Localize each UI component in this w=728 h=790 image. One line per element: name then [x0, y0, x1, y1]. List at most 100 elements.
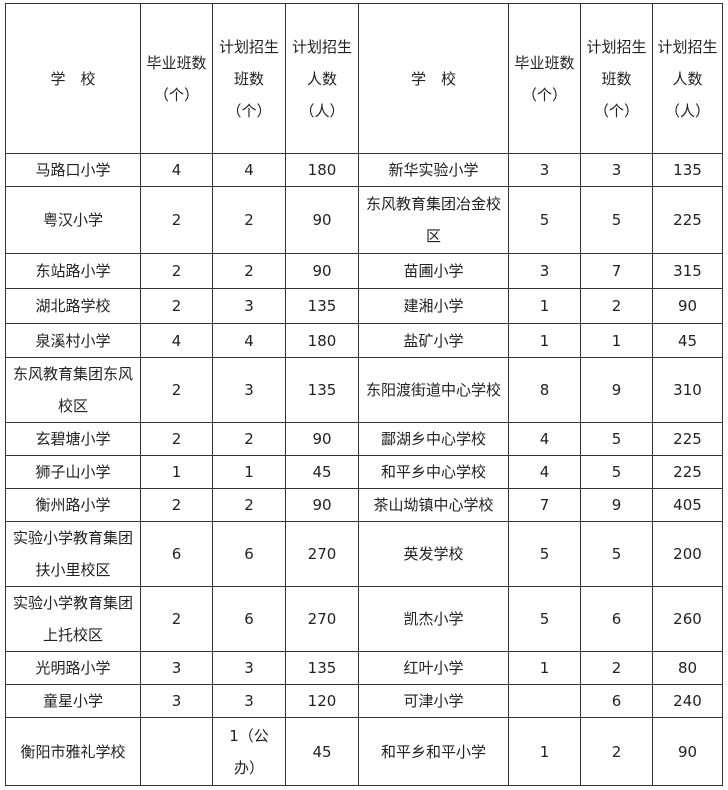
- school-name-cell: 光明路小学: [5, 651, 141, 685]
- school-name-cell: 英发学校: [358, 521, 509, 587]
- value-cell: 9: [580, 488, 653, 522]
- value-cell: 90: [285, 186, 359, 254]
- value-cell: 4: [212, 153, 286, 187]
- value-cell: 7: [508, 488, 581, 522]
- school-name-cell: 盐矿小学: [358, 323, 509, 358]
- value-cell: 270: [285, 586, 359, 652]
- table-row: 实验小学教育集团 扶小里校区 6 6 270 英发学校 5 5 200: [5, 521, 723, 587]
- header-row: 学 校毕业班数 （个） 计划招生 班数 （个） 计划招生 人数 （人）学 校毕业班数…: [5, 3, 723, 154]
- value-cell: 240: [652, 684, 723, 718]
- value-cell: 3: [212, 288, 286, 324]
- school-name-cell: 马路口小学: [5, 153, 141, 187]
- table-row: 童星小学 3 3 120 可津小学 6 240: [5, 684, 723, 718]
- school-name-cell: 建湘小学: [358, 288, 509, 324]
- value-cell: 8: [508, 357, 581, 423]
- value-cell: 2: [212, 422, 286, 456]
- value-cell: [140, 717, 213, 786]
- school-name-cell: 衡阳市雅礼学校: [5, 717, 141, 786]
- value-cell: 1: [580, 323, 653, 358]
- value-cell: 135: [285, 651, 359, 685]
- value-cell: 2: [212, 488, 286, 522]
- value-cell: 5: [508, 521, 581, 587]
- value-cell: 3: [140, 651, 213, 685]
- school-name-cell: 酃湖乡中心学校: [358, 422, 509, 456]
- value-cell: 6: [580, 586, 653, 652]
- value-cell: 3: [508, 153, 581, 187]
- value-cell: 6: [580, 684, 653, 718]
- value-cell: 1: [508, 717, 581, 786]
- value-cell: 3: [580, 153, 653, 187]
- school-name-cell: 和平乡和平小学: [358, 717, 509, 786]
- header-school: 学 校: [5, 3, 141, 154]
- value-cell: 45: [285, 455, 359, 489]
- value-cell: 90: [285, 488, 359, 522]
- value-cell: 225: [652, 422, 723, 456]
- value-cell: 3: [212, 357, 286, 423]
- school-name-cell: 实验小学教育集团 扶小里校区: [5, 521, 141, 587]
- value-cell: 135: [285, 357, 359, 423]
- header-cell: 计划招生 人数 （人）: [652, 3, 723, 154]
- value-cell: 5: [580, 521, 653, 587]
- header-cell: 毕业班数 （个）: [508, 3, 581, 154]
- value-cell: 2: [580, 651, 653, 685]
- enrollment-table: 学 校毕业班数 （个） 计划招生 班数 （个） 计划招生 人数 （人）学 校毕业班数…: [5, 3, 723, 786]
- value-cell: 5: [508, 586, 581, 652]
- value-cell: 135: [285, 288, 359, 324]
- value-cell: 5: [508, 186, 581, 254]
- value-cell: 6: [212, 521, 286, 587]
- value-cell: 1: [212, 455, 286, 489]
- value-cell: 4: [508, 455, 581, 489]
- value-cell: 45: [285, 717, 359, 786]
- school-name-cell: 东风教育集团冶金校 区: [358, 186, 509, 254]
- value-cell: 120: [285, 684, 359, 718]
- value-cell: 2: [212, 253, 286, 289]
- header-cell: 计划招生 班数 （个）: [212, 3, 286, 154]
- value-cell: 9: [580, 357, 653, 423]
- value-cell: 2: [140, 488, 213, 522]
- table-row: 实验小学教育集团 上托校区 2 6 270 凯杰小学 5 6 260: [5, 586, 723, 652]
- value-cell: 45: [652, 323, 723, 358]
- value-cell: 135: [652, 153, 723, 187]
- value-cell: 315: [652, 253, 723, 289]
- value-cell: 1: [508, 651, 581, 685]
- school-name-cell: 可津小学: [358, 684, 509, 718]
- value-cell: 4: [212, 323, 286, 358]
- school-name-cell: 东站路小学: [5, 253, 141, 289]
- school-name-cell: 凯杰小学: [358, 586, 509, 652]
- school-name-cell: 衡州路小学: [5, 488, 141, 522]
- value-cell: 2: [140, 357, 213, 423]
- value-cell: 6: [140, 521, 213, 587]
- school-name-cell: 红叶小学: [358, 651, 509, 685]
- value-cell: 1: [508, 288, 581, 324]
- table-row: 马路口小学 4 4 180 新华实验小学 3 3 135: [5, 153, 723, 187]
- table-row: 东站路小学 2 2 90 苗圃小学 3 7 315: [5, 253, 723, 289]
- school-name-cell: 苗圃小学: [358, 253, 509, 289]
- table-row: 湖北路学校 2 3 135 建湘小学 1 2 90: [5, 288, 723, 324]
- value-cell: 405: [652, 488, 723, 522]
- value-cell: 5: [580, 455, 653, 489]
- table-row: 玄碧塘小学 2 2 90 酃湖乡中心学校 4 5 225: [5, 422, 723, 456]
- school-name-cell: 实验小学教育集团 上托校区: [5, 586, 141, 652]
- value-cell: 4: [140, 153, 213, 187]
- value-cell: 310: [652, 357, 723, 423]
- value-cell: 2: [580, 288, 653, 324]
- school-name-cell: 泉溪村小学: [5, 323, 141, 358]
- value-cell: 2: [212, 186, 286, 254]
- table-row: 衡州路小学 2 2 90 茶山坳镇中心学校 7 9 405: [5, 488, 723, 522]
- value-cell: 270: [285, 521, 359, 587]
- school-name-cell: 东风教育集团东风 校区: [5, 357, 141, 423]
- value-cell: 2: [140, 186, 213, 254]
- value-cell: 4: [508, 422, 581, 456]
- header-cell: 计划招生 人数 （人）: [285, 3, 359, 154]
- school-name-cell: 茶山坳镇中心学校: [358, 488, 509, 522]
- value-cell: 2: [140, 253, 213, 289]
- table-row: 光明路小学 3 3 135 红叶小学 1 2 80: [5, 651, 723, 685]
- value-cell: 225: [652, 186, 723, 254]
- school-name-cell: 狮子山小学: [5, 455, 141, 489]
- value-cell: 2: [140, 288, 213, 324]
- value-cell: 180: [285, 323, 359, 358]
- value-cell: 90: [652, 288, 723, 324]
- value-cell: 4: [140, 323, 213, 358]
- header-cell: 计划招生 班数 （个）: [580, 3, 653, 154]
- table-row: 狮子山小学 1 1 45 和平乡中心学校 4 5 225: [5, 455, 723, 489]
